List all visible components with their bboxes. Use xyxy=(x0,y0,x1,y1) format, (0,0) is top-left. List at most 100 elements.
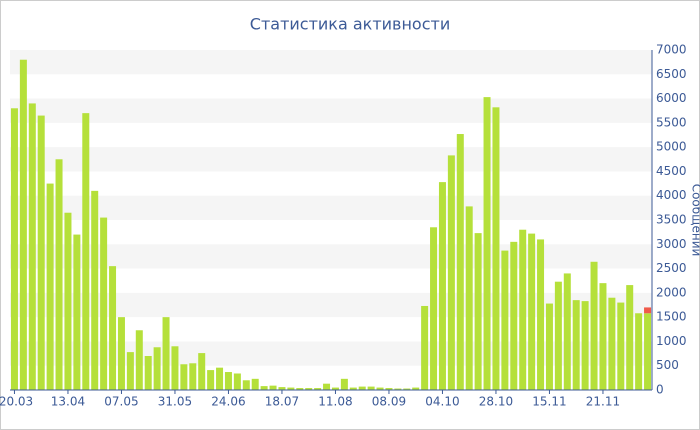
grid-band xyxy=(10,195,652,220)
y-tick-label: 1500 xyxy=(656,310,687,324)
bar xyxy=(376,387,384,390)
bar xyxy=(82,113,90,391)
bar xyxy=(554,281,562,390)
bar xyxy=(242,380,250,390)
x-tick-label: 15.11 xyxy=(532,395,566,409)
bar xyxy=(340,378,348,390)
bar xyxy=(323,383,331,390)
bar xyxy=(635,313,643,390)
bar xyxy=(10,108,18,391)
bar xyxy=(189,363,197,390)
bar xyxy=(278,387,286,390)
bar xyxy=(599,283,607,390)
x-tick-label: 20.03 xyxy=(0,395,33,409)
bar xyxy=(19,59,27,390)
bar xyxy=(100,217,108,390)
bar xyxy=(135,330,143,390)
bar xyxy=(572,300,580,390)
grid-band xyxy=(10,292,652,318)
bar xyxy=(126,352,134,390)
bar xyxy=(109,266,117,390)
bar xyxy=(581,301,589,390)
bar xyxy=(91,190,99,390)
y-tick-label: 1000 xyxy=(656,334,687,348)
bar xyxy=(412,387,420,390)
bar xyxy=(421,305,429,390)
bar xyxy=(260,386,268,390)
bar xyxy=(349,387,357,390)
bar xyxy=(501,250,509,390)
x-tick-label: 18.07 xyxy=(265,395,299,409)
bar xyxy=(37,115,45,391)
bar xyxy=(644,313,652,390)
bar xyxy=(144,356,152,390)
bar xyxy=(153,347,161,390)
grid-band xyxy=(10,98,652,123)
grid-band xyxy=(10,244,652,269)
bar xyxy=(403,388,411,390)
bar xyxy=(251,378,259,390)
bar xyxy=(474,233,482,390)
bar xyxy=(608,297,616,390)
y-tick-label: 5000 xyxy=(656,140,687,154)
bar xyxy=(528,233,536,390)
bar xyxy=(545,303,553,390)
y-tick-label: 6500 xyxy=(656,67,687,81)
bar xyxy=(171,346,179,390)
bar xyxy=(117,317,125,390)
bar xyxy=(296,388,304,390)
bar xyxy=(537,239,545,390)
bar xyxy=(331,387,339,390)
y-tick-label: 4000 xyxy=(656,188,687,202)
y-tick-label: 500 xyxy=(656,358,679,372)
bar xyxy=(162,317,170,390)
bar xyxy=(233,373,241,390)
x-tick-label: 21.11 xyxy=(586,395,620,409)
x-tick-label: 08.09 xyxy=(372,395,406,409)
bar xyxy=(447,155,455,390)
y-tick-label: 0 xyxy=(656,383,664,397)
x-tick-label: 24.06 xyxy=(211,395,245,409)
x-tick-label: 13.04 xyxy=(51,395,85,409)
bar xyxy=(269,385,277,390)
x-tick-label: 07.05 xyxy=(104,395,138,409)
x-tick-label: 04.10 xyxy=(425,395,459,409)
bar xyxy=(465,206,473,390)
bar xyxy=(563,273,571,390)
bar xyxy=(207,370,215,390)
grid-band xyxy=(10,147,652,172)
x-tick-label: 31.05 xyxy=(158,395,192,409)
grid-band xyxy=(10,50,652,75)
bar xyxy=(198,353,206,390)
bar xyxy=(510,241,518,390)
bar xyxy=(385,388,393,390)
bar xyxy=(617,302,625,390)
bar xyxy=(430,227,438,390)
bar xyxy=(46,183,54,390)
bar xyxy=(28,103,36,390)
bar xyxy=(224,372,232,390)
bar xyxy=(305,388,313,390)
bar xyxy=(644,307,652,314)
bar xyxy=(367,386,375,390)
bar xyxy=(73,234,81,390)
bar xyxy=(519,229,527,390)
bar xyxy=(64,212,72,390)
y-tick-label: 2500 xyxy=(656,261,687,275)
x-tick-label: 11.08 xyxy=(318,395,352,409)
y-tick-label: 4500 xyxy=(656,164,687,178)
bar xyxy=(287,387,295,390)
y-tick-label: 5500 xyxy=(656,115,687,129)
grid-band xyxy=(10,341,652,366)
y-axis-label: Сообщений xyxy=(690,184,700,257)
bar xyxy=(180,364,188,390)
y-tick-label: 3000 xyxy=(656,237,687,251)
bar xyxy=(394,388,402,390)
y-tick-label: 6000 xyxy=(656,91,687,105)
bar xyxy=(358,386,366,390)
y-tick-label: 3500 xyxy=(656,213,687,227)
chart-title: Статистика активности xyxy=(250,15,450,34)
bar xyxy=(483,97,491,390)
y-tick-label: 2000 xyxy=(656,285,687,299)
